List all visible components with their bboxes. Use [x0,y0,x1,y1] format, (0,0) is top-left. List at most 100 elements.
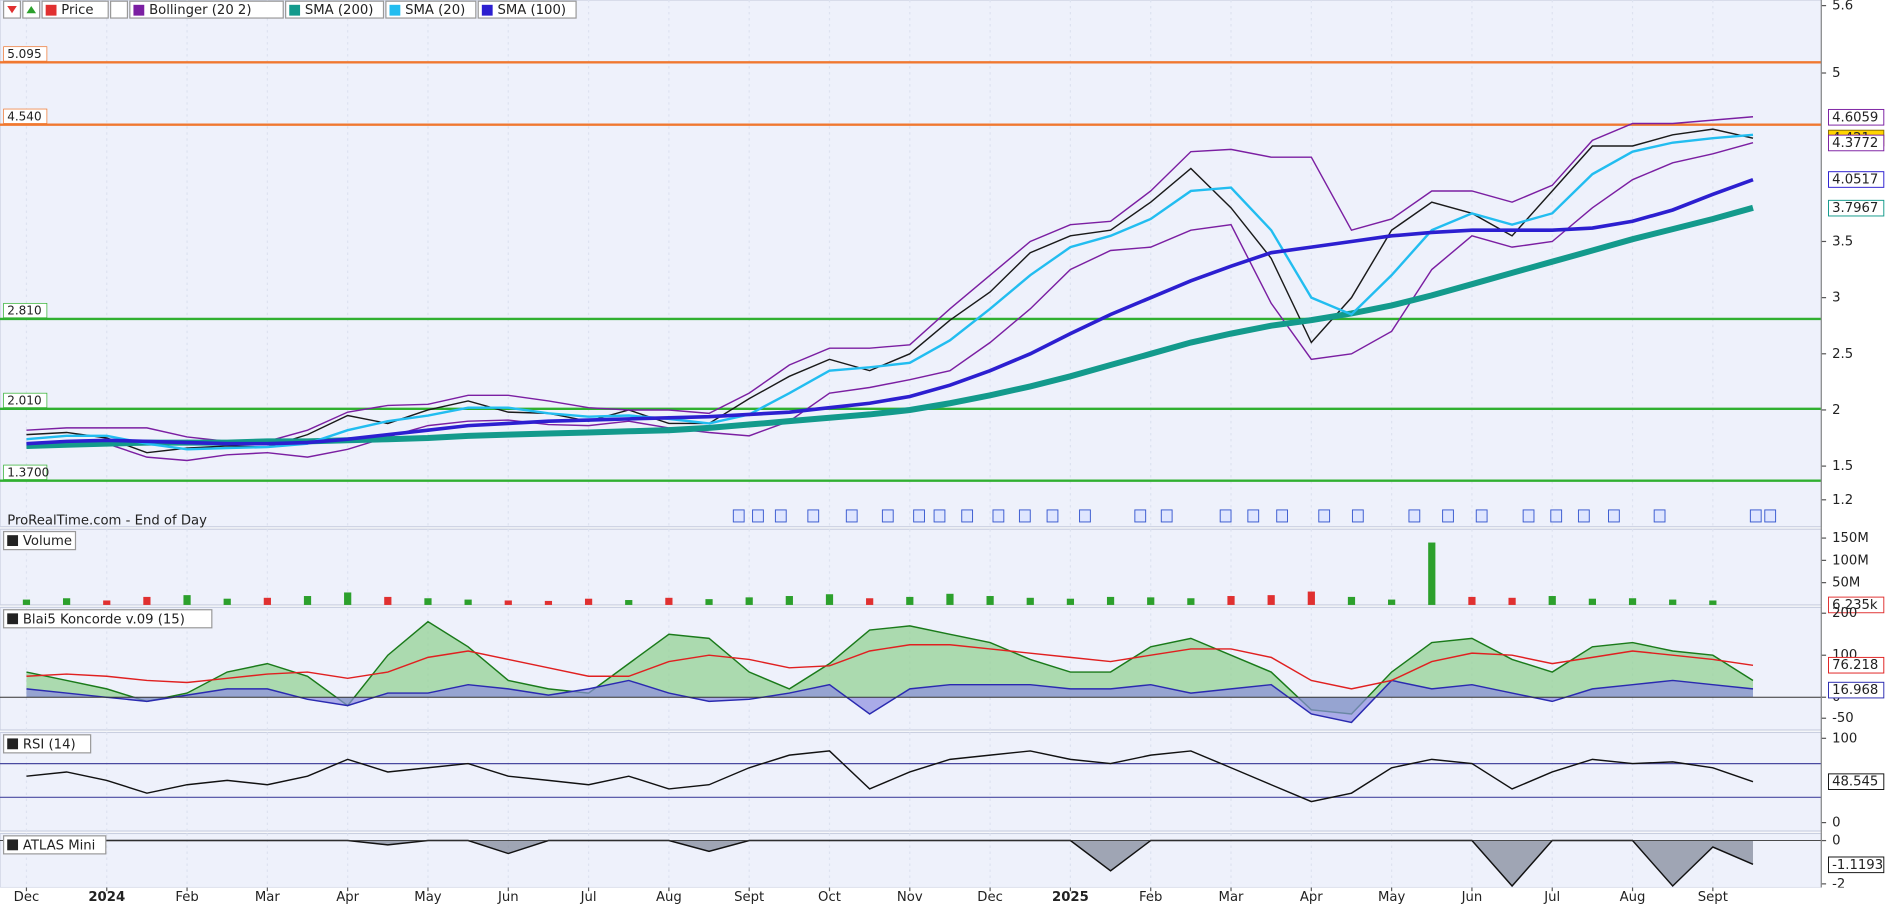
legend-label: Price [61,3,93,18]
y-tick-label: 1.2 [1832,493,1853,508]
toolbar-arrow [26,6,37,14]
area-line [26,679,1754,724]
volume-bar [344,592,352,605]
event-icon [1276,509,1289,523]
value-tag: 48.545 [1832,775,1878,790]
panel-background [0,731,1822,832]
volume-bar [1347,596,1356,605]
event-icon [1247,509,1260,523]
x-tick-label: 2024 [88,890,125,905]
event-icon [732,509,745,523]
x-tick-label: May [1378,890,1405,905]
x-axis-strip [0,887,1885,908]
volume-bar [1227,596,1235,605]
legend-swatch [45,4,57,16]
value-tag: 16.968 [1832,683,1878,698]
event-icon [1018,509,1031,523]
level-label-box [3,302,48,319]
volume-bar [504,600,512,605]
value-tag-box [1828,134,1885,152]
volume-bar [544,600,553,605]
legend-box [385,0,477,19]
x-tick-label: May [414,890,441,905]
value-tag-box [1828,171,1885,188]
volume-bar [986,596,994,605]
event-icon [1219,509,1232,523]
panel-title-box [3,734,92,754]
x-tick-label: Feb [1139,890,1162,905]
x-tick-label: Apr [1300,890,1323,905]
event-icon [1764,509,1777,523]
event-icon [913,509,925,523]
volume-bar [464,599,472,605]
value-tag: 6.235k [1832,598,1878,613]
event-icon [933,509,946,523]
panel-title-swatch [7,839,19,851]
value-tag: 4.6059 [1832,110,1878,125]
volume-bar [1267,595,1275,605]
level-label: 1.3700 [7,465,49,479]
level-label: 2.010 [7,394,41,408]
panel-background [0,528,1822,606]
series-line [26,116,1754,443]
volume-bar [906,596,914,605]
event-icon [1318,509,1331,523]
event-icon [992,509,1005,523]
volume-bar [584,598,593,605]
x-tick-label: Mar [255,890,281,905]
series-line [26,128,1754,454]
volume-bar [1468,596,1476,605]
legend-menu [109,0,129,19]
event-icon [961,509,974,523]
volume-bar [183,595,191,605]
panel-title-box [3,530,77,551]
panel-title: Volume [23,534,72,549]
event-icon [1653,509,1666,523]
value-tag-box [1828,656,1885,674]
x-tick-label: Dec [977,890,1003,905]
value-tag: 4.0517 [1832,173,1878,188]
toolbar-arrow [7,6,17,14]
value-tag-box [1828,108,1885,126]
volume-bar [1147,597,1155,605]
volume-bar [1709,600,1717,605]
x-tick-label: Mar [1219,890,1245,905]
x-tick-label: Jul [580,890,597,905]
panel-title-box [3,835,107,855]
level-label: 4.540 [7,109,41,123]
value-tag-box [1828,199,1885,217]
event-icon [1522,509,1535,523]
value-tag: 4.3772 [1832,136,1878,151]
volume-bar [946,593,954,605]
x-tick-label: Jun [1461,890,1483,905]
x-tick-label: Jul [1543,890,1560,905]
panel-title-swatch [7,738,19,750]
event-icon [774,509,787,523]
y-tick-label: 2.5 [1832,347,1853,362]
volume-bar [785,596,793,605]
volume-bar [1026,597,1034,605]
area-line [26,620,1754,715]
event-icon [1134,509,1147,523]
x-tick-label: Sept [734,890,764,905]
x-tick-label: Aug [656,890,682,905]
level-label: 5.095 [7,47,41,61]
event-icon [1046,509,1059,523]
y-tick-label: -50 [1832,711,1854,726]
event-icon [807,509,820,523]
volume-bar [62,598,71,605]
legend-label: SMA (100) [497,3,566,18]
panel-title: RSI (14) [23,737,76,752]
volume-bar [1588,598,1596,605]
panel-title-swatch [7,613,19,625]
level-label: 2.810 [7,304,41,318]
volume-bar [143,596,151,605]
legend-swatch [289,4,301,16]
x-tick-label: Oct [818,890,841,905]
legend-swatch [481,4,493,16]
legend-box [129,0,284,19]
volume-bar [103,600,111,605]
series-line [26,177,1754,446]
volume-bar [1508,597,1516,605]
y-tick-label: 150M [1832,531,1869,546]
